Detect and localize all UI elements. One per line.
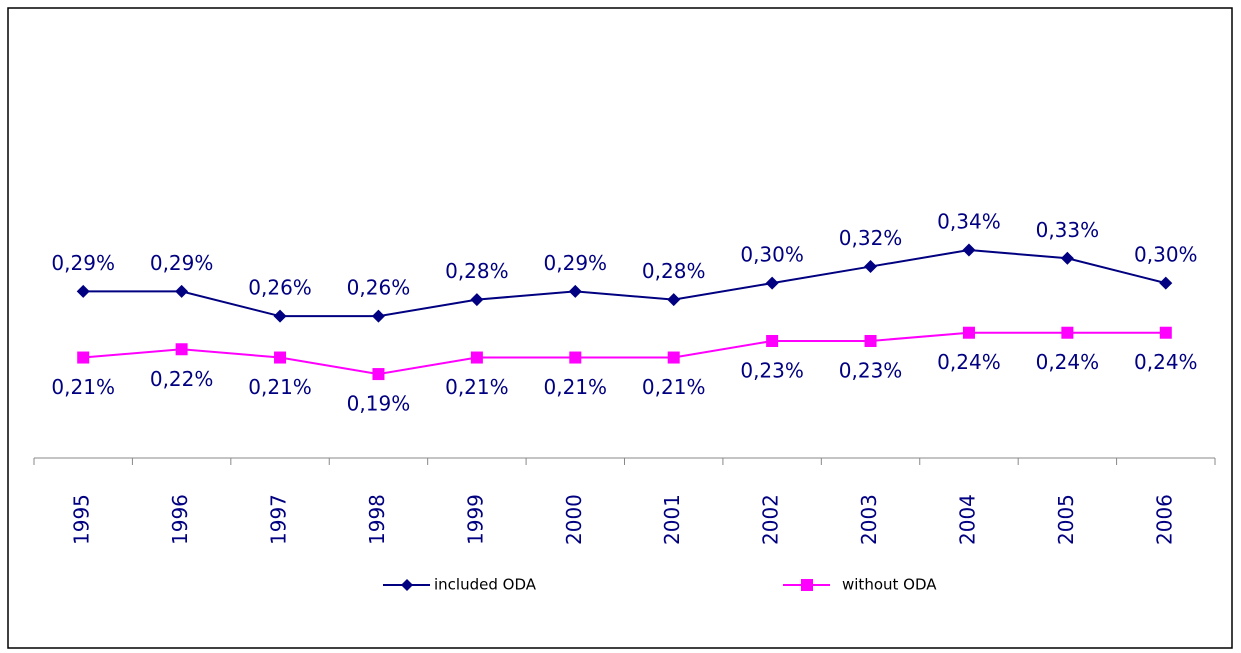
point bbox=[864, 334, 877, 347]
legend-marker bbox=[801, 579, 813, 591]
point bbox=[372, 368, 385, 381]
data-label: 0,33% bbox=[1036, 218, 1100, 242]
data-label: 0,26% bbox=[248, 276, 312, 300]
point bbox=[766, 334, 779, 347]
series-line bbox=[83, 331, 1166, 376]
data-label: 0,32% bbox=[839, 226, 903, 250]
data-label: 0,26% bbox=[347, 276, 411, 300]
point bbox=[765, 276, 779, 290]
data-label: 0,23% bbox=[740, 358, 804, 382]
x-tick-label: 2000 bbox=[562, 494, 586, 545]
x-tick-label: 2005 bbox=[1054, 494, 1078, 545]
data-label: 0,21% bbox=[642, 375, 706, 399]
x-tick-label: 2001 bbox=[660, 494, 684, 545]
data-label: 0,23% bbox=[839, 358, 903, 382]
x-tick-label: 1998 bbox=[365, 494, 389, 545]
data-label: 0,29% bbox=[51, 251, 115, 275]
chart-border bbox=[7, 7, 1233, 649]
data-label: 0,24% bbox=[937, 350, 1001, 374]
x-tick-label: 2004 bbox=[955, 494, 979, 545]
data-label: 0,21% bbox=[445, 375, 509, 399]
point bbox=[962, 243, 976, 257]
x-tick-label: 2003 bbox=[857, 494, 881, 545]
data-label: 0,24% bbox=[1134, 350, 1198, 374]
data-label: 0,24% bbox=[1036, 350, 1100, 374]
point bbox=[371, 309, 385, 323]
point bbox=[77, 351, 90, 364]
point bbox=[667, 293, 681, 307]
x-tick-label: 1999 bbox=[463, 494, 487, 545]
point bbox=[569, 351, 582, 364]
x-tick-label: 2006 bbox=[1152, 494, 1176, 545]
series-line bbox=[83, 249, 1167, 318]
legend-label: included ODA bbox=[434, 576, 537, 594]
x-tick-label: 1996 bbox=[168, 494, 192, 545]
legend-label: without ODA bbox=[842, 576, 937, 594]
data-label: 0,34% bbox=[937, 210, 1001, 234]
data-label: 0,30% bbox=[740, 243, 804, 267]
data-label: 0,21% bbox=[51, 375, 115, 399]
data-label: 0,19% bbox=[347, 392, 411, 416]
x-tick-label: 2002 bbox=[759, 494, 783, 545]
point bbox=[864, 260, 878, 274]
point bbox=[1061, 326, 1074, 339]
point bbox=[175, 343, 188, 356]
point bbox=[568, 284, 582, 298]
point bbox=[1159, 276, 1173, 290]
data-label: 0,21% bbox=[248, 375, 312, 399]
data-label: 0,29% bbox=[150, 251, 214, 275]
x-tick-label: 1997 bbox=[267, 494, 291, 545]
data-label: 0,22% bbox=[150, 367, 214, 391]
data-label: 0,28% bbox=[445, 259, 509, 283]
point bbox=[175, 284, 189, 298]
point bbox=[962, 326, 975, 339]
x-tick-label: 1995 bbox=[70, 494, 94, 545]
data-label: 0,21% bbox=[544, 375, 608, 399]
point bbox=[76, 284, 90, 298]
point bbox=[470, 293, 484, 307]
point bbox=[1159, 326, 1172, 339]
data-label: 0,30% bbox=[1134, 243, 1198, 267]
data-label: 0,28% bbox=[642, 259, 706, 283]
point bbox=[274, 351, 287, 364]
point bbox=[1060, 251, 1074, 265]
point bbox=[470, 351, 483, 364]
data-label: 0,29% bbox=[544, 251, 608, 275]
point bbox=[667, 351, 680, 364]
point bbox=[273, 309, 287, 323]
legend-marker bbox=[401, 579, 413, 591]
